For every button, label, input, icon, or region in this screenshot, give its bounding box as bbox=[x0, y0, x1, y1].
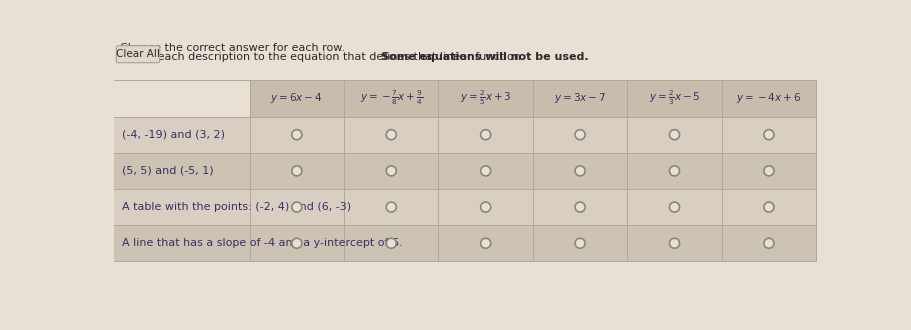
Bar bbox=[250, 225, 815, 261]
Text: A line that has a slope of -4 and a y-intercept of 6.: A line that has a slope of -4 and a y-in… bbox=[121, 238, 402, 248]
Text: Match each description to the equation that defines that linear function.: Match each description to the equation t… bbox=[120, 52, 527, 62]
Circle shape bbox=[575, 238, 585, 248]
Text: $y = \frac{2}{5}x + 3$: $y = \frac{2}{5}x + 3$ bbox=[459, 89, 511, 107]
Circle shape bbox=[385, 166, 396, 176]
Circle shape bbox=[480, 130, 490, 140]
Text: (5, 5) and (-5, 1): (5, 5) and (-5, 1) bbox=[121, 166, 213, 176]
Circle shape bbox=[669, 166, 679, 176]
Circle shape bbox=[763, 166, 773, 176]
Circle shape bbox=[385, 130, 396, 140]
Bar bbox=[250, 80, 815, 116]
Circle shape bbox=[575, 130, 585, 140]
Text: Some equations will not be used.: Some equations will not be used. bbox=[381, 52, 589, 62]
Text: $y = -4x + 6$: $y = -4x + 6$ bbox=[735, 91, 801, 105]
Text: (-4, -19) and (3, 2): (-4, -19) and (3, 2) bbox=[121, 130, 224, 140]
Bar bbox=[114, 153, 250, 189]
Bar bbox=[114, 225, 250, 261]
Circle shape bbox=[292, 202, 302, 212]
Circle shape bbox=[385, 202, 396, 212]
Circle shape bbox=[480, 238, 490, 248]
Text: Clear All: Clear All bbox=[116, 49, 159, 59]
Text: Choose the correct answer for each row.: Choose the correct answer for each row. bbox=[120, 43, 345, 53]
Text: $y = \frac{2}{3}x - 5$: $y = \frac{2}{3}x - 5$ bbox=[648, 89, 700, 107]
Bar bbox=[250, 153, 815, 189]
Circle shape bbox=[480, 202, 490, 212]
Bar bbox=[250, 116, 815, 153]
Text: $y = -\frac{7}{8}x + \frac{9}{4}$: $y = -\frac{7}{8}x + \frac{9}{4}$ bbox=[359, 89, 423, 107]
Circle shape bbox=[669, 238, 679, 248]
Circle shape bbox=[575, 202, 585, 212]
Circle shape bbox=[292, 238, 302, 248]
Circle shape bbox=[763, 238, 773, 248]
Bar bbox=[114, 189, 250, 225]
Text: A table with the points: (-2, 4) and (6, -3): A table with the points: (-2, 4) and (6,… bbox=[121, 202, 351, 212]
Circle shape bbox=[669, 130, 679, 140]
Circle shape bbox=[292, 130, 302, 140]
Text: $y = 6x - 4$: $y = 6x - 4$ bbox=[271, 91, 322, 105]
Circle shape bbox=[669, 202, 679, 212]
Text: $y = 3x - 7$: $y = 3x - 7$ bbox=[553, 91, 606, 105]
Bar bbox=[250, 189, 815, 225]
Circle shape bbox=[575, 166, 585, 176]
Circle shape bbox=[292, 166, 302, 176]
Circle shape bbox=[763, 202, 773, 212]
Bar bbox=[114, 116, 250, 153]
Circle shape bbox=[385, 238, 396, 248]
Circle shape bbox=[763, 130, 773, 140]
FancyBboxPatch shape bbox=[117, 46, 159, 63]
Circle shape bbox=[480, 166, 490, 176]
